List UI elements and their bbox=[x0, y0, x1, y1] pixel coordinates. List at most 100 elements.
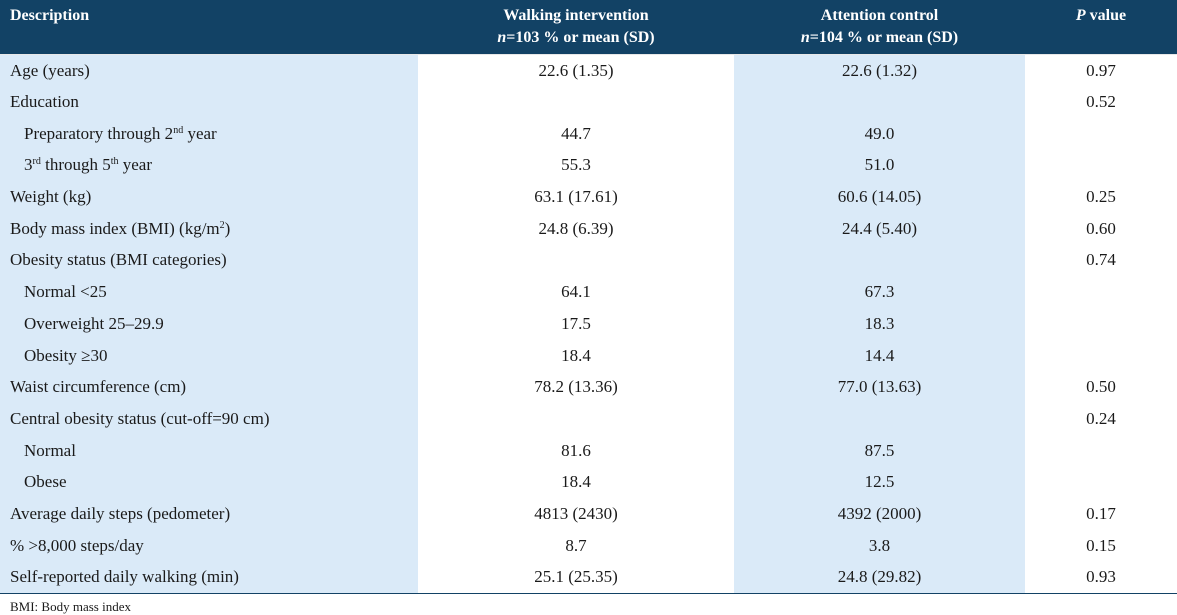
cell-walking bbox=[418, 86, 734, 118]
row-label-text: Preparatory through 2 bbox=[24, 123, 174, 143]
cell-p-value: 0.74 bbox=[1025, 244, 1177, 277]
table-row: Obesity ≥30 18.4 14.4 bbox=[0, 339, 1177, 372]
header-walking-subtitle-text: =103 % or mean (SD) bbox=[506, 29, 655, 46]
row-label: Obese bbox=[0, 466, 418, 499]
header-p-italic: P bbox=[1075, 7, 1086, 24]
cell-p-value bbox=[1025, 466, 1177, 499]
row-label: Preparatory through 2nd year bbox=[0, 117, 418, 150]
cell-walking: 25.1 (25.35) bbox=[418, 561, 734, 594]
cell-p-value: 0.25 bbox=[1025, 181, 1177, 213]
cell-p-value: 0.52 bbox=[1025, 86, 1177, 118]
row-label-superscript: rd bbox=[32, 156, 41, 168]
cell-p-value: 0.97 bbox=[1025, 54, 1177, 87]
row-label: 3rd through 5th year bbox=[0, 149, 418, 182]
table-row: Obesity status (BMI categories) 0.74 bbox=[0, 244, 1177, 277]
row-label: % >8,000 steps/day bbox=[0, 529, 418, 562]
cell-control bbox=[734, 86, 1025, 118]
table-footnote: BMI: Body mass index bbox=[10, 598, 131, 614]
table-row: Body mass index (BMI) (kg/m2) 24.8 (6.39… bbox=[0, 212, 1177, 245]
table-row: Weight (kg) 63.1 (17.61) 60.6 (14.05) 0.… bbox=[0, 181, 1177, 213]
table-row: Normal 81.6 87.5 bbox=[0, 434, 1177, 467]
header-control-n: n bbox=[800, 29, 810, 46]
row-label: Average daily steps (pedometer) bbox=[0, 498, 418, 530]
cell-p-value bbox=[1025, 434, 1177, 467]
row-label: Normal <25 bbox=[0, 276, 418, 308]
row-label-superscript: 2 bbox=[219, 219, 225, 231]
cell-walking: 17.5 bbox=[418, 308, 734, 340]
row-label: Central obesity status (cut-off=90 cm) bbox=[0, 403, 418, 435]
row-label-text: Body mass index (BMI) (kg/m bbox=[10, 218, 220, 238]
header-attention-control: Attention control n=104 % or mean (SD) bbox=[734, 0, 1025, 55]
header-control-subtitle-text: =104 % or mean (SD) bbox=[809, 29, 959, 46]
cell-walking bbox=[418, 403, 734, 435]
cell-walking bbox=[418, 244, 734, 277]
cell-walking: 22.6 (1.35) bbox=[418, 54, 734, 87]
cell-p-value: 0.17 bbox=[1025, 498, 1177, 530]
header-p-value: P value bbox=[1025, 0, 1177, 55]
table-row: Average daily steps (pedometer) 4813 (24… bbox=[0, 498, 1177, 530]
cell-walking: 18.4 bbox=[418, 339, 734, 372]
row-label-superscript: nd bbox=[173, 124, 184, 136]
row-label: Education bbox=[0, 86, 418, 118]
cell-control: 49.0 bbox=[734, 117, 1025, 150]
cell-walking: 24.8 (6.39) bbox=[418, 212, 734, 245]
row-label: Obesity status (BMI categories) bbox=[0, 244, 418, 277]
cell-walking: 63.1 (17.61) bbox=[418, 181, 734, 213]
table-row: Normal <25 64.1 67.3 bbox=[0, 276, 1177, 308]
cell-walking: 44.7 bbox=[418, 117, 734, 150]
cell-p-value bbox=[1025, 117, 1177, 150]
header-row: Description Walking intervention n=103 %… bbox=[0, 0, 1177, 55]
row-label: Waist circumference (cm) bbox=[0, 371, 418, 404]
cell-control: 87.5 bbox=[734, 434, 1025, 467]
header-walking-title: Walking intervention bbox=[503, 7, 649, 24]
row-label: Overweight 25–29.9 bbox=[0, 308, 418, 340]
cell-control bbox=[734, 244, 1025, 277]
row-label-text: 3 bbox=[24, 155, 33, 175]
cell-p-value: 0.24 bbox=[1025, 403, 1177, 435]
cell-control bbox=[734, 403, 1025, 435]
cell-walking: 78.2 (13.36) bbox=[418, 371, 734, 404]
cell-p-value: 0.15 bbox=[1025, 529, 1177, 562]
table-header: Description Walking intervention n=103 %… bbox=[0, 0, 1177, 55]
cell-control: 12.5 bbox=[734, 466, 1025, 499]
table-row: 3rd through 5th year 55.3 51.0 bbox=[0, 149, 1177, 182]
header-control-title: Attention control bbox=[820, 7, 939, 24]
cell-control: 18.3 bbox=[734, 308, 1025, 340]
cell-p-value bbox=[1025, 339, 1177, 372]
row-label: Body mass index (BMI) (kg/m2) bbox=[0, 212, 418, 245]
table-body: Age (years) 22.6 (1.35) 22.6 (1.32) 0.97… bbox=[0, 54, 1177, 594]
row-label-text-end: ) bbox=[224, 218, 231, 238]
cell-control: 77.0 (13.63) bbox=[734, 371, 1025, 404]
table-row: Central obesity status (cut-off=90 cm) 0… bbox=[0, 403, 1177, 435]
cell-walking: 81.6 bbox=[418, 434, 734, 467]
row-label: Self-reported daily walking (min) bbox=[0, 561, 418, 594]
table-row: Obese 18.4 12.5 bbox=[0, 466, 1177, 499]
cell-control: 67.3 bbox=[734, 276, 1025, 308]
cell-control: 4392 (2000) bbox=[734, 498, 1025, 530]
header-walking-intervention: Walking intervention n=103 % or mean (SD… bbox=[418, 0, 734, 55]
table-row: Overweight 25–29.9 17.5 18.3 bbox=[0, 308, 1177, 340]
cell-p-value: 0.93 bbox=[1025, 561, 1177, 594]
header-control-subtitle: n=104 % or mean (SD) bbox=[742, 27, 1017, 49]
cell-control: 60.6 (14.05) bbox=[734, 181, 1025, 213]
cell-walking: 8.7 bbox=[418, 529, 734, 562]
cell-control: 51.0 bbox=[734, 149, 1025, 182]
header-walking-n: n bbox=[497, 29, 507, 46]
cell-control: 24.4 (5.40) bbox=[734, 212, 1025, 245]
cell-control: 3.8 bbox=[734, 529, 1025, 562]
row-label: Obesity ≥30 bbox=[0, 339, 418, 372]
baseline-characteristics-table: Description Walking intervention n=103 %… bbox=[0, 0, 1177, 594]
cell-walking: 18.4 bbox=[418, 466, 734, 499]
table-row: Self-reported daily walking (min) 25.1 (… bbox=[0, 561, 1177, 594]
row-label-text-end: year bbox=[183, 123, 217, 143]
table-row: Age (years) 22.6 (1.35) 22.6 (1.32) 0.97 bbox=[0, 54, 1177, 87]
row-label: Age (years) bbox=[0, 54, 418, 87]
table-row: Preparatory through 2nd year 44.7 49.0 bbox=[0, 117, 1177, 150]
table-row: % >8,000 steps/day 8.7 3.8 0.15 bbox=[0, 529, 1177, 562]
row-label-superscript-2: th bbox=[110, 156, 119, 168]
row-label-text-end: year bbox=[118, 155, 153, 175]
cell-p-value bbox=[1025, 308, 1177, 340]
cell-p-value bbox=[1025, 276, 1177, 308]
header-walking-subtitle: n=103 % or mean (SD) bbox=[426, 27, 726, 49]
cell-p-value bbox=[1025, 149, 1177, 182]
